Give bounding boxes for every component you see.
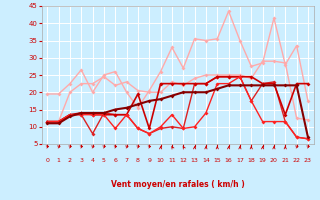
X-axis label: Vent moyen/en rafales ( km/h ): Vent moyen/en rafales ( km/h )	[111, 180, 244, 189]
